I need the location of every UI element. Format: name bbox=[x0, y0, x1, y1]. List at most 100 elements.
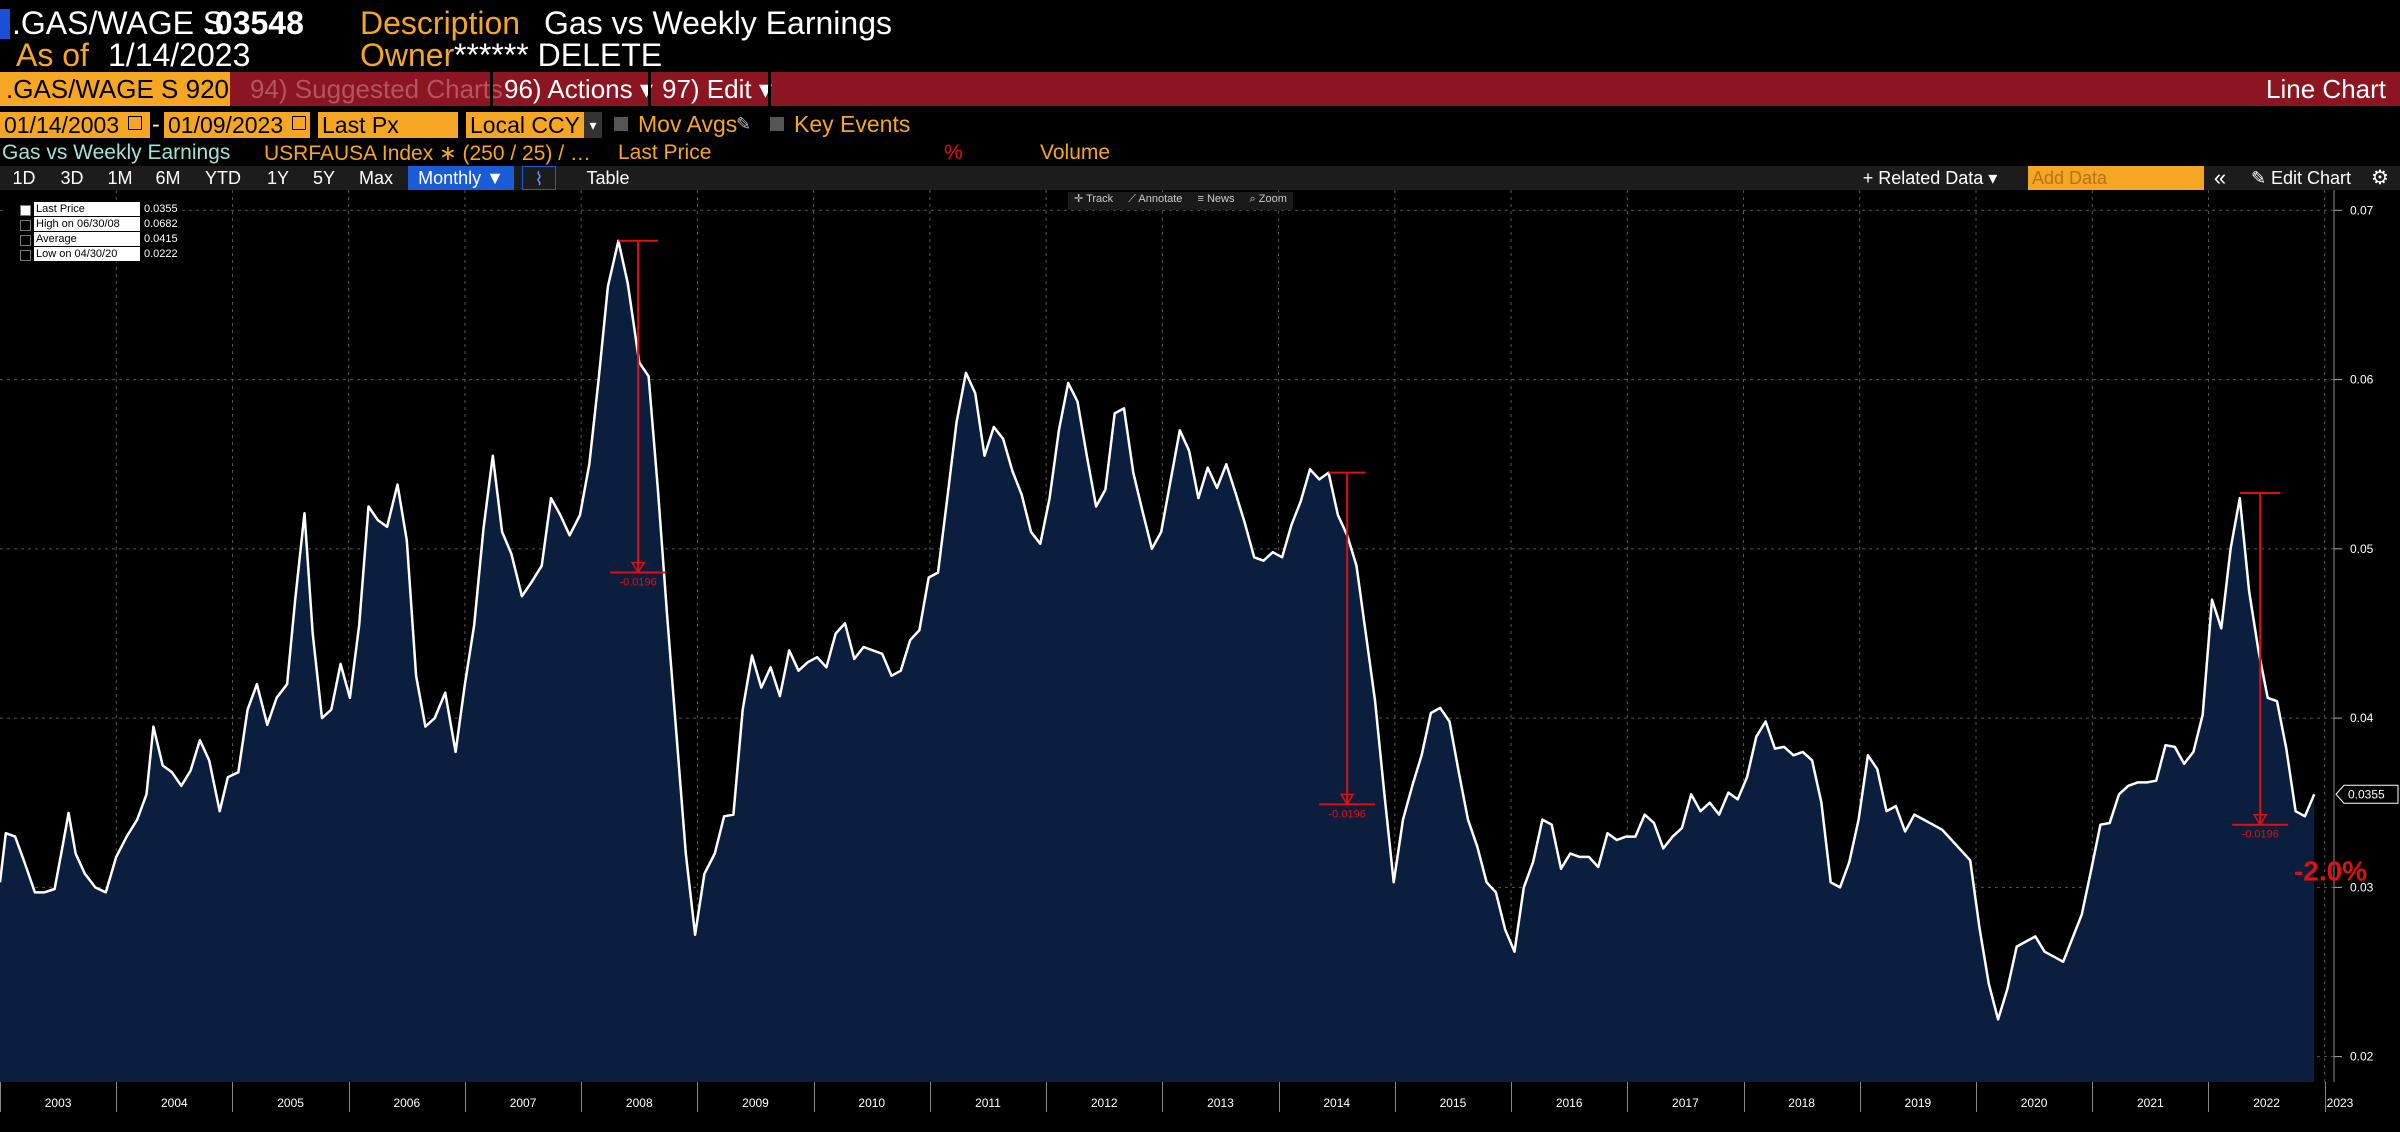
legend-checkbox[interactable] bbox=[20, 250, 31, 261]
stats-value: 0.0415 bbox=[144, 233, 178, 245]
y-tick-label: 0.06 bbox=[2350, 373, 2374, 387]
x-tick-label: 2019 bbox=[1904, 1096, 1932, 1110]
x-tick bbox=[464, 1082, 466, 1112]
ticker[interactable]: .GAS/WAGE S bbox=[12, 5, 225, 41]
end-date-field[interactable]: 01/09/2023 bbox=[164, 112, 310, 138]
asof-label: As of bbox=[16, 37, 89, 73]
y-tick-label: 0.03 bbox=[2350, 880, 2374, 894]
date-dash: - bbox=[152, 111, 160, 137]
drawdown-arrow bbox=[2252, 813, 2268, 827]
x-tick bbox=[581, 1082, 583, 1112]
series-legend-row: Gas vs Weekly Earnings USRFAUSA Index ∗ … bbox=[0, 140, 2400, 166]
security-marker bbox=[0, 9, 10, 39]
x-tick-label: 2021 bbox=[2136, 1096, 2164, 1110]
key-events-label: Key Events bbox=[794, 111, 911, 137]
suggested-charts-button[interactable]: 94) Suggested Charts bbox=[250, 74, 503, 104]
x-tick bbox=[1162, 1082, 1164, 1112]
volume-label: Volume bbox=[1040, 141, 1111, 164]
period-1m[interactable]: 1M bbox=[107, 168, 133, 188]
calendar-icon[interactable] bbox=[292, 116, 306, 130]
pencil-icon[interactable]: ✎ bbox=[736, 114, 752, 134]
x-tick-label: 2009 bbox=[742, 1096, 769, 1110]
x-tick bbox=[1743, 1082, 1745, 1112]
x-tick bbox=[2092, 1082, 2094, 1112]
annotate-tool[interactable]: ⟋ Annotate bbox=[1128, 193, 1183, 205]
line-chart[interactable]: 0.02 0.03 0.04 0.05 0.06 0.07 -0.0196 -0.0196 -0… bbox=[0, 190, 2400, 1083]
function-toolbar: .GAS/WAGE S 92003 94) Suggested Charts 9… bbox=[0, 72, 2400, 106]
drawdown-label: -0.0196 bbox=[2242, 829, 2279, 841]
x-tick-label: 2014 bbox=[1323, 1096, 1351, 1110]
chevron-down-icon[interactable]: ▾ bbox=[584, 112, 602, 138]
mov-avgs-checkbox[interactable] bbox=[614, 117, 628, 131]
area-chart-icon[interactable]: ⌇ bbox=[522, 166, 556, 190]
gear-icon[interactable]: ⚙ bbox=[2371, 167, 2389, 189]
x-tick-label: 2010 bbox=[858, 1096, 886, 1110]
last-price-tag-label: 0.0355 bbox=[2348, 787, 2385, 801]
stats-label: Low on 04/30/20 bbox=[34, 247, 140, 261]
legend-checkbox[interactable] bbox=[20, 235, 31, 246]
stats-value: 0.0355 bbox=[144, 203, 178, 215]
x-tick bbox=[2208, 1082, 2210, 1112]
x-tick bbox=[1975, 1082, 1977, 1112]
last-price-label: Last Price bbox=[618, 141, 712, 164]
stats-row: High on 06/30/08 0.0682 bbox=[6, 217, 180, 231]
x-tick-label: 2005 bbox=[277, 1096, 304, 1110]
chart-area[interactable]: 0.02 0.03 0.04 0.05 0.06 0.07 -0.0196 -0.0196 -0… bbox=[0, 190, 2400, 1083]
key-events-checkbox[interactable] bbox=[770, 117, 784, 131]
series-area bbox=[0, 240, 2315, 1083]
security-field[interactable]: .GAS/WAGE S 92003 bbox=[0, 72, 230, 106]
x-tick-label: 2015 bbox=[1439, 1096, 1467, 1110]
stats-legend: Last Price 0.0355 High on 06/30/08 0.0682 Av… bbox=[6, 200, 180, 262]
y-tick-label: 0.04 bbox=[2350, 711, 2374, 725]
stats-label: High on 06/30/08 bbox=[34, 217, 140, 231]
calendar-icon[interactable] bbox=[128, 116, 142, 130]
x-tick bbox=[348, 1082, 350, 1112]
legend-checkbox[interactable] bbox=[20, 220, 31, 231]
period-1d[interactable]: 1D bbox=[12, 168, 36, 188]
zoom-tool[interactable]: ⌕ Zoom bbox=[1249, 193, 1287, 205]
x-tick-label: 2003 bbox=[44, 1096, 72, 1110]
x-tick bbox=[1511, 1082, 1513, 1112]
mov-avgs-label: Mov Avgs bbox=[638, 111, 738, 137]
related-data-button[interactable]: + Related Data ▾ bbox=[1862, 168, 1998, 188]
chart-type-label: Line Chart bbox=[2266, 74, 2386, 104]
legend-checkbox[interactable] bbox=[20, 205, 31, 216]
actions-menu[interactable]: 96) Actions ▾ bbox=[504, 74, 653, 104]
price-field-select[interactable]: Last Px bbox=[318, 112, 458, 138]
series-title: Gas vs Weekly Earnings bbox=[2, 141, 231, 164]
period-max[interactable]: Max bbox=[358, 168, 393, 188]
x-tick-label: 2022 bbox=[2253, 1096, 2280, 1110]
x-tick bbox=[1627, 1082, 1629, 1112]
stats-label: Average bbox=[34, 232, 140, 246]
last-price-tag bbox=[2335, 784, 2399, 804]
period-ytd[interactable]: YTD bbox=[205, 168, 241, 188]
currency-select[interactable]: Local CCY bbox=[466, 112, 602, 138]
news-tool[interactable]: ≡ News bbox=[1197, 193, 1235, 205]
security-header: .GAS/WAGE S .03548 Description Gas vs We… bbox=[0, 0, 2400, 72]
period-6m[interactable]: 6M bbox=[155, 168, 181, 188]
frequency-select[interactable]: Monthly ▼ bbox=[408, 166, 514, 190]
edit-menu[interactable]: 97) Edit ▾ bbox=[662, 74, 772, 104]
x-tick-label: 2023 bbox=[2326, 1096, 2354, 1110]
period-1y[interactable]: 1Y bbox=[266, 168, 290, 188]
series-definition[interactable]: USRFAUSA Index ∗ (250 / 25) / … bbox=[264, 142, 591, 165]
x-tick bbox=[813, 1082, 815, 1112]
start-date-field[interactable]: 01/14/2003 bbox=[0, 112, 150, 138]
x-tick-label: 2016 bbox=[1555, 1096, 1583, 1110]
period-5y[interactable]: 5Y bbox=[312, 168, 336, 188]
y-tick-label: 0.05 bbox=[2350, 542, 2374, 556]
track-tool[interactable]: ✛ Track bbox=[1074, 193, 1114, 205]
period-3d[interactable]: 3D bbox=[60, 168, 84, 188]
x-tick-label: 2007 bbox=[509, 1096, 537, 1110]
asof-value: 1/14/2023 bbox=[108, 37, 251, 73]
change-percent-label: -2.0% bbox=[2294, 856, 2367, 887]
x-tick bbox=[1046, 1082, 1048, 1112]
owner-value: ****** DELETE bbox=[454, 37, 663, 73]
collapse-icon[interactable]: « bbox=[2213, 165, 2227, 190]
edit-chart-button[interactable]: ✎ Edit Chart bbox=[2250, 168, 2352, 188]
add-data-input[interactable]: Add Data bbox=[2028, 166, 2204, 190]
table-button[interactable]: Table bbox=[586, 168, 630, 188]
stats-value: 0.0222 bbox=[144, 248, 178, 260]
drawdown-arrow bbox=[630, 561, 646, 574]
x-tick bbox=[2324, 1082, 2326, 1112]
